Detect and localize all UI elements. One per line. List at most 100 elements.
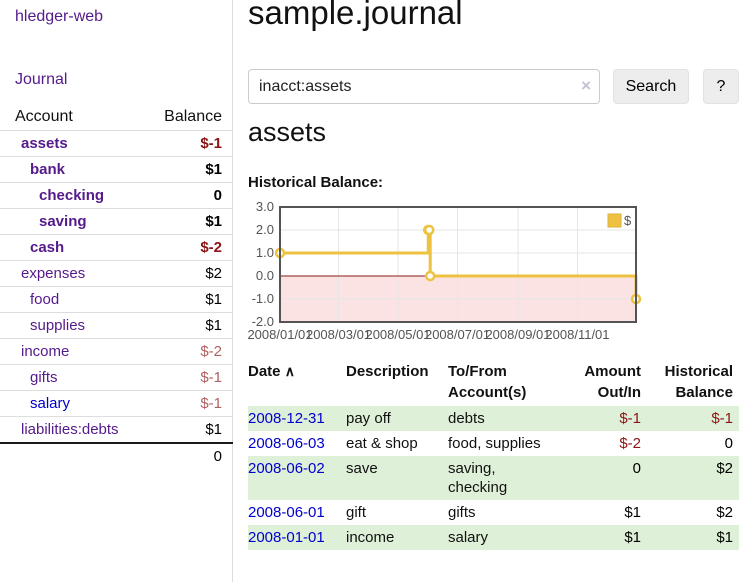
register-amount: $1	[624, 529, 641, 546]
sidebar: hledger-web Journal Account Balance asse…	[0, 0, 233, 582]
accounts-total-value: 0	[148, 442, 233, 469]
register-row[interactable]: 2008-06-02 save saving, checking 0 $2	[248, 456, 739, 500]
account-link[interactable]: saving	[39, 213, 87, 230]
register-amount: $-2	[619, 435, 641, 452]
register-column-description: Description	[346, 363, 429, 380]
account-link[interactable]: bank	[30, 161, 66, 178]
x-tick-label: 2008/07/01	[425, 327, 490, 342]
historical-balance-chart[interactable]: $3.0 2.0 1.0 0.0 -1.0 -2.0 2008/01/01 2008/03/0…	[244, 199, 642, 347]
register-column-date[interactable]: Date ∧	[248, 363, 295, 380]
account-row: food $1	[0, 286, 233, 313]
account-link[interactable]: assets	[21, 135, 68, 152]
x-tick-label: 2008/11/01	[545, 327, 609, 342]
y-tick-label: 3.0	[256, 201, 274, 214]
register-amount: $-1	[619, 410, 641, 427]
account-heading: assets	[248, 117, 327, 147]
account-row: supplies $1	[0, 312, 233, 339]
register-description: save	[346, 460, 378, 477]
chart-canvas[interactable]: $3.0 2.0 1.0 0.0 -1.0 -2.02008/01/012008/03/0…	[244, 199, 642, 347]
account-balance: $-2	[148, 338, 233, 365]
register-balance: 0	[724, 435, 733, 452]
register-column-amount: Amount Out/In	[584, 363, 641, 401]
register-description: gift	[346, 504, 367, 521]
register-balance: $1	[716, 529, 733, 546]
account-balance: $1	[148, 286, 233, 313]
y-tick-label: 1.0	[256, 245, 274, 260]
register-amount: 0	[632, 460, 641, 477]
search-input[interactable]	[248, 69, 601, 104]
register-accounts: gifts	[448, 504, 476, 521]
x-tick-label: 2008/03/01	[306, 327, 371, 342]
date-link[interactable]: 2008-06-02	[248, 460, 325, 477]
date-link[interactable]: 2008-01-01	[248, 529, 325, 546]
register-description: income	[346, 529, 395, 546]
account-row: checking 0	[0, 182, 233, 209]
chart-legend: $	[607, 213, 632, 228]
accounts-column-account: Account	[15, 108, 73, 125]
chart-caption: Historical Balance:	[248, 174, 384, 191]
account-row: cash $-2	[0, 234, 233, 261]
register-balance: $-1	[711, 410, 733, 427]
register-row[interactable]: 2008-12-31 pay off debts $-1 $-1	[248, 406, 739, 431]
register-balance: $2	[716, 504, 733, 521]
accounts-table: Account Balance assets $-1 bank $1 checking 0…	[0, 104, 233, 469]
date-link[interactable]: 2008-06-01	[248, 504, 325, 521]
account-link[interactable]: supplies	[30, 317, 86, 334]
chart-point[interactable]	[423, 224, 435, 236]
account-balance: $-1	[148, 390, 233, 417]
account-balance: $1	[148, 208, 233, 235]
sidebar-item-journal[interactable]: Journal	[15, 71, 68, 88]
date-link[interactable]: 2008-12-31	[248, 410, 325, 427]
account-row: liabilities:debts $1	[0, 416, 233, 443]
search-button[interactable]: Search	[613, 69, 689, 104]
account-row: expenses $2	[0, 260, 233, 287]
account-row: assets $-1	[0, 130, 233, 157]
register-row[interactable]: 2008-06-01 gift gifts $1 $2	[248, 500, 739, 525]
account-balance: $1	[148, 156, 233, 183]
account-link[interactable]: food	[30, 291, 60, 308]
search-form: × Search ?	[248, 69, 739, 104]
account-link[interactable]: cash	[30, 239, 65, 256]
chart-border	[279, 206, 637, 323]
register-description: eat & shop	[346, 435, 418, 452]
x-tick-label: 2008/05/01	[365, 327, 430, 342]
register-balance: $2	[716, 460, 733, 477]
sort-ascending-icon: ∧	[284, 363, 295, 379]
account-balance: $1	[148, 416, 233, 443]
y-tick-label: 0.0	[256, 268, 274, 283]
clear-search-icon[interactable]: ×	[581, 76, 592, 95]
account-balance: $2	[148, 260, 233, 287]
account-row: income $-2	[0, 338, 233, 365]
register-row[interactable]: 2008-01-01 income salary $1 $1	[248, 525, 739, 550]
account-balance: $-1	[148, 130, 233, 157]
account-balance: $1	[148, 312, 233, 339]
date-link[interactable]: 2008-06-03	[248, 435, 325, 452]
account-link[interactable]: liabilities:debts	[21, 421, 119, 438]
account-link[interactable]: gifts	[30, 369, 58, 386]
account-link[interactable]: checking	[39, 187, 105, 204]
register-amount: $1	[624, 504, 641, 521]
account-link[interactable]: expenses	[21, 265, 86, 282]
register-accounts: debts	[448, 410, 485, 427]
account-link[interactable]: salary	[30, 395, 71, 412]
account-row: bank $1	[0, 156, 233, 183]
account-balance: $-1	[148, 364, 233, 391]
register-column-balance: Historical Balance	[664, 363, 733, 401]
account-row: gifts $-1	[0, 364, 233, 391]
legend-swatch	[607, 213, 622, 228]
register-row[interactable]: 2008-06-03 eat & shop food, supplies $-2 0	[248, 431, 739, 456]
y-tick-label: -2.0	[252, 314, 274, 329]
help-button[interactable]: ?	[702, 69, 739, 104]
chart-point[interactable]	[424, 270, 436, 282]
x-tick-label: 2008/09/01	[485, 327, 550, 342]
page-title: sample.journal	[248, 0, 463, 31]
register-header-row: Date ∧ Description To/From Account(s) Am…	[248, 358, 739, 406]
register-accounts: saving, checking	[448, 460, 508, 496]
register-table: Date ∧ Description To/From Account(s) Am…	[248, 358, 739, 550]
accounts-header-row: Account Balance	[0, 104, 233, 131]
main-content: sample.journal × Search ? assets Histori…	[247, 0, 742, 582]
account-link[interactable]: income	[21, 343, 70, 360]
y-tick-label: 2.0	[256, 222, 274, 237]
search-box: ×	[248, 69, 601, 104]
app-title-link[interactable]: hledger-web	[15, 8, 104, 25]
